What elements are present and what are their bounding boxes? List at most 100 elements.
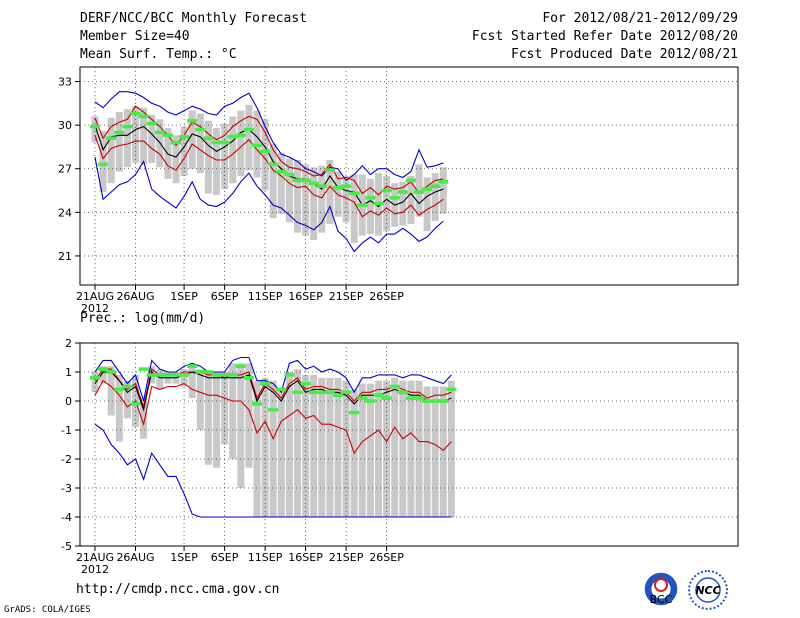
ensemble-box (423, 386, 431, 517)
member-marker (203, 370, 214, 374)
member-marker (405, 396, 416, 400)
p90-line (94, 105, 444, 196)
member-marker (154, 373, 165, 377)
y-tick-label: -1 (61, 424, 72, 437)
member-marker (414, 396, 424, 400)
ensemble-box (107, 366, 115, 416)
member-marker (130, 402, 141, 406)
member-marker (90, 376, 100, 380)
ensemble-box (431, 386, 439, 517)
member-size: Member Size=40 (80, 29, 190, 44)
member-marker (203, 136, 214, 141)
member-marker (114, 130, 125, 135)
member-marker (284, 172, 295, 177)
member-marker (397, 190, 408, 194)
member-marker (219, 373, 230, 377)
member-marker (373, 393, 384, 397)
member-marker (341, 390, 352, 395)
ensemble-box (407, 380, 415, 517)
ensemble-box (277, 389, 285, 517)
p10-line (94, 135, 444, 218)
ensemble-box (310, 167, 318, 240)
member-marker (316, 390, 327, 395)
max-line (94, 356, 452, 402)
ensemble-box (213, 128, 220, 195)
member-marker (154, 130, 165, 135)
ensemble-box (107, 117, 115, 184)
member-marker (308, 390, 319, 395)
y-tick-label: 2 (65, 337, 72, 350)
ensemble-box (196, 369, 204, 430)
plot-frame-2 (79, 342, 739, 547)
precipitation-chart: 2 1 0 -1 -2 -3 -4 -5 21AUG 26AUG 1SEP 6SEP 11SEP 16SE… (61, 311, 739, 576)
member-marker (397, 390, 408, 395)
member-marker (284, 373, 295, 377)
ensemble-box (196, 113, 204, 174)
x-tick-label: 6SEP (211, 290, 239, 303)
ensemble-box (342, 380, 350, 517)
source-url[interactable]: http://cmdp.ncc.cma.gov.cn (76, 582, 280, 597)
ensemble-box (269, 144, 277, 219)
x-tick-label: 21SEP (329, 290, 364, 303)
ensemble-box (439, 386, 447, 517)
precip-title: Prec.: log(mm/d) (80, 311, 205, 326)
member-marker (260, 381, 271, 386)
member-marker (422, 399, 433, 403)
ensemble-box (229, 363, 237, 459)
ensemble-box (285, 372, 293, 517)
member-marker (122, 384, 133, 389)
ensemble-box (391, 377, 399, 517)
ensemble-box (188, 366, 196, 399)
member-marker (146, 121, 157, 126)
ensemble-box (383, 380, 391, 517)
ensemble-box (221, 372, 229, 445)
ensemble-box (375, 380, 382, 517)
member-marker (268, 162, 279, 167)
x-tick-label: 21SEP (329, 551, 364, 564)
bcc-logo: BCC (642, 570, 680, 608)
y-tick-label: 33 (58, 76, 72, 89)
ensemble-box (245, 104, 253, 171)
member-marker (276, 387, 287, 392)
x-year-label: 2012 (81, 302, 109, 315)
max-line (94, 91, 444, 182)
member-marker (357, 203, 368, 207)
ensemble-box (358, 383, 366, 517)
x-tick-label: 11SEP (248, 290, 283, 303)
member-marker (106, 370, 117, 374)
x-tick-label: 26AUG (116, 290, 154, 303)
ensemble-box (261, 119, 269, 191)
variable-label: Mean Surf. Temp.: °C (80, 47, 237, 62)
bcc-logo-text: BCC (650, 593, 673, 606)
member-marker (349, 191, 360, 196)
member-marker (252, 402, 262, 406)
ensemble-box (115, 112, 123, 172)
y-tick-label: -5 (61, 540, 72, 553)
member-marker (316, 184, 327, 188)
member-marker (381, 188, 392, 193)
member-marker (446, 387, 457, 392)
member-marker (430, 399, 441, 403)
member-marker (195, 127, 206, 132)
member-marker (365, 399, 376, 403)
y-tick-label: -3 (61, 482, 72, 495)
member-marker (162, 373, 173, 377)
x-tick-label: 1SEP (170, 551, 198, 564)
member-marker (243, 127, 254, 132)
ensemble-box (91, 116, 99, 143)
p10-line (94, 379, 452, 455)
member-marker (422, 187, 433, 191)
member-marker (438, 399, 449, 403)
member-marker (179, 134, 190, 139)
member-marker (227, 373, 238, 377)
ensemble-box (180, 369, 188, 387)
y-tick-label: 27 (58, 163, 72, 176)
ensemble-box (285, 158, 293, 223)
ensemble-box (269, 380, 277, 517)
member-marker (138, 367, 149, 371)
member-marker (227, 134, 238, 139)
x-tick-label: 6SEP (211, 551, 239, 564)
chart-title: DERF/NCC/BCC Monthly Forecast (80, 11, 307, 26)
member-marker (357, 396, 368, 400)
ensemble-box (302, 374, 310, 517)
